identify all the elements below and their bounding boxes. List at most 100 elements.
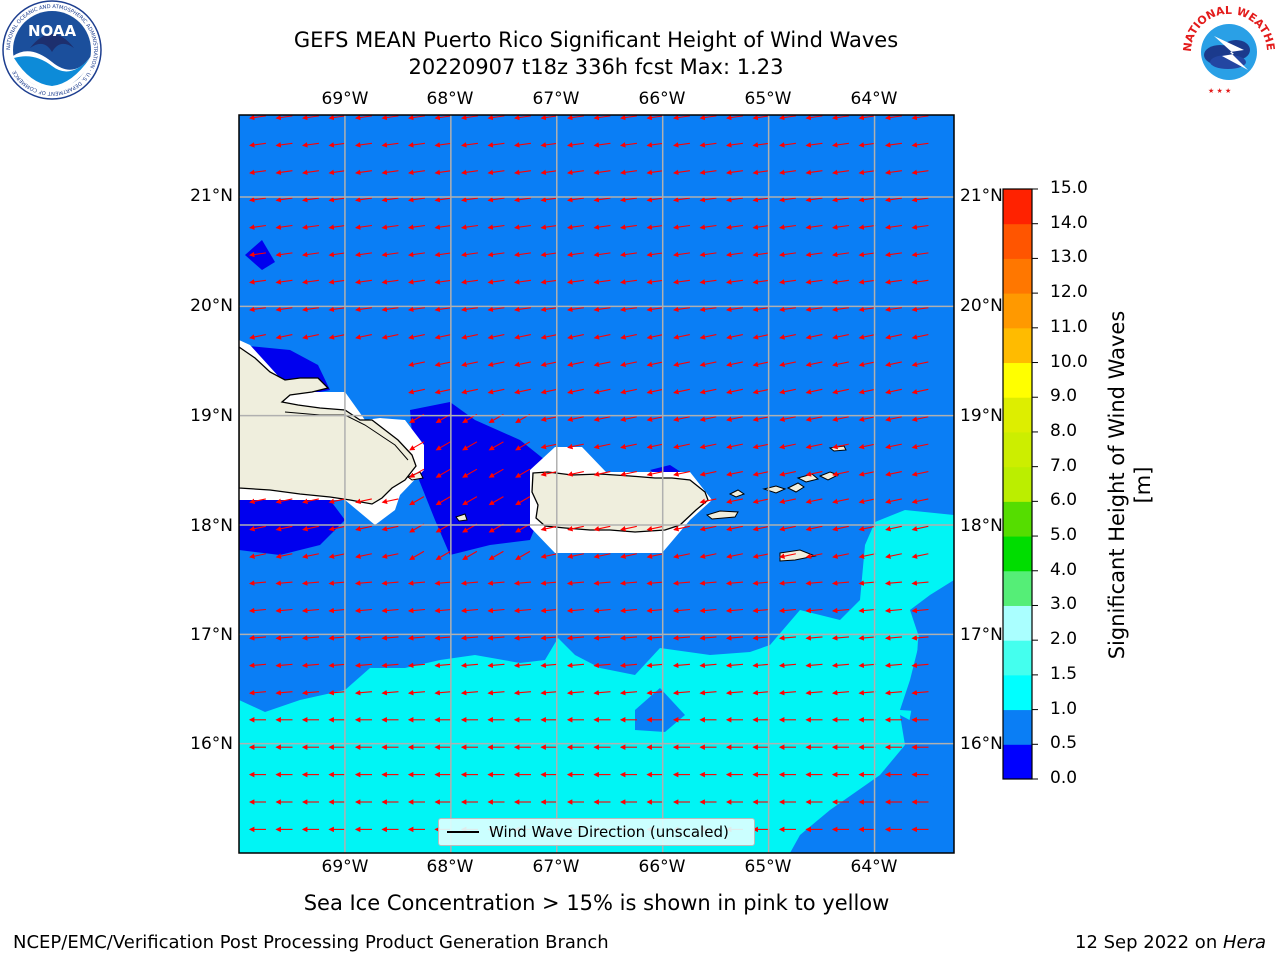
wave-arrow [911, 224, 929, 230]
ocean-field-low-small [245, 240, 275, 270]
wave-arrow [911, 498, 929, 505]
wave-arrow [328, 689, 346, 696]
wave-arrow [619, 224, 637, 230]
wave-arrow [488, 441, 504, 451]
wave-arrow [355, 333, 372, 340]
lat-tick-right-16n: 16°N [960, 734, 1003, 754]
wave-arrow [725, 251, 743, 258]
wave-arrow [487, 361, 505, 368]
wave-arrow [752, 388, 770, 395]
wave-arrow [567, 416, 584, 422]
wave-arrow [301, 142, 319, 148]
wave-arrow [646, 662, 664, 669]
wave-arrow [858, 169, 876, 176]
wave-arrow [460, 142, 478, 148]
wave-arrow [805, 361, 823, 368]
wave-arrow [725, 580, 744, 586]
wave-arrow [566, 115, 584, 121]
wave-arrow [407, 115, 425, 121]
wave-arrow [249, 498, 266, 505]
wave-arrow [566, 580, 585, 586]
wave-arrow [381, 662, 399, 669]
colorbar-tick-label: 9.0 [1050, 386, 1078, 407]
wave-arrow [567, 361, 584, 368]
wave-arrow [540, 142, 558, 148]
wave-arrow [646, 525, 664, 532]
lon-tick-bottom-65w: 65°W [744, 857, 792, 877]
wave-arrow [593, 115, 611, 121]
wave-arrow [884, 689, 903, 696]
wave-arrow [381, 142, 399, 148]
wave-arrow [858, 470, 876, 477]
wave-arrow [805, 224, 823, 230]
lon-tick-bottom-68w: 68°W [426, 857, 474, 877]
wave-arrow [884, 251, 902, 258]
wave-arrow [593, 279, 611, 285]
wave-arrow [885, 416, 902, 422]
wave-arrow [619, 635, 638, 641]
wave-arrow [646, 443, 664, 450]
wave-arrow [462, 550, 478, 560]
ocean-field-low-mona [410, 402, 545, 555]
wave-arrow [460, 306, 478, 313]
wave-arrow [354, 279, 372, 285]
wave-arrow [381, 115, 399, 121]
wave-arrow [646, 169, 664, 176]
wave-arrow [328, 333, 346, 340]
wave-arrow [752, 525, 770, 532]
colorbar-bin [1003, 605, 1032, 641]
colorbar-tick-label: 5.0 [1050, 525, 1078, 546]
wave-arrow [381, 306, 399, 313]
wave-arrow [301, 169, 319, 176]
wave-arrow [752, 196, 770, 203]
wave-arrow [381, 689, 399, 696]
wave-arrow [302, 333, 319, 340]
wave-arrow [646, 306, 664, 313]
wave-arrow [752, 580, 770, 586]
wave-arrow [355, 553, 372, 559]
wave-arrow [699, 306, 717, 313]
wave-arrow [593, 470, 611, 477]
wave-arrow [540, 388, 558, 395]
wave-arrow [514, 388, 531, 395]
wave-arrow [831, 662, 850, 669]
wave-arrow [460, 279, 478, 285]
wave-arrow [434, 224, 452, 230]
wave-arrow [885, 525, 902, 532]
wave-arrow [831, 306, 849, 313]
wave-arrow [779, 333, 796, 340]
wave-arrow [619, 196, 637, 203]
wave-arrow [593, 333, 611, 340]
ocean-field-high [239, 510, 954, 853]
wave-arrow [779, 443, 796, 450]
wave-arrow [515, 496, 531, 506]
wave-arrow [832, 361, 849, 368]
wave-arrow [699, 388, 717, 395]
wave-arrow [725, 196, 743, 203]
wave-arrow [646, 470, 664, 477]
wave-arrow [752, 306, 770, 313]
lon-tick-bottom-66w: 66°W [638, 857, 686, 877]
wave-arrow [752, 279, 770, 285]
chart-title-line2: 20220907 t18z 336h fcst Max: 1.23 [408, 55, 784, 79]
wave-arrow [487, 279, 505, 285]
wave-arrow [858, 635, 876, 641]
vieques-island [705, 510, 739, 520]
wave-arrow [567, 553, 584, 559]
wave-arrow [832, 498, 849, 505]
wave-arrow [487, 115, 505, 121]
wave-arrow [725, 169, 743, 176]
wave-arrow [752, 361, 770, 368]
wave-arrow [513, 689, 532, 696]
wave-arrow [699, 443, 717, 450]
wave-arrow [646, 416, 664, 422]
wave-arrow [619, 689, 638, 696]
wave-arrow [672, 662, 691, 669]
wave-arrow [831, 169, 849, 176]
wave-arrow [301, 115, 319, 121]
noaa-logo: NOAA NATIONAL OCEANIC AND ATMOSPHERIC AD… [0, 0, 104, 108]
wave-arrow [540, 196, 558, 203]
wave-arrow [858, 224, 876, 230]
wave-arrow [646, 689, 664, 696]
wave-arrow [248, 142, 266, 148]
